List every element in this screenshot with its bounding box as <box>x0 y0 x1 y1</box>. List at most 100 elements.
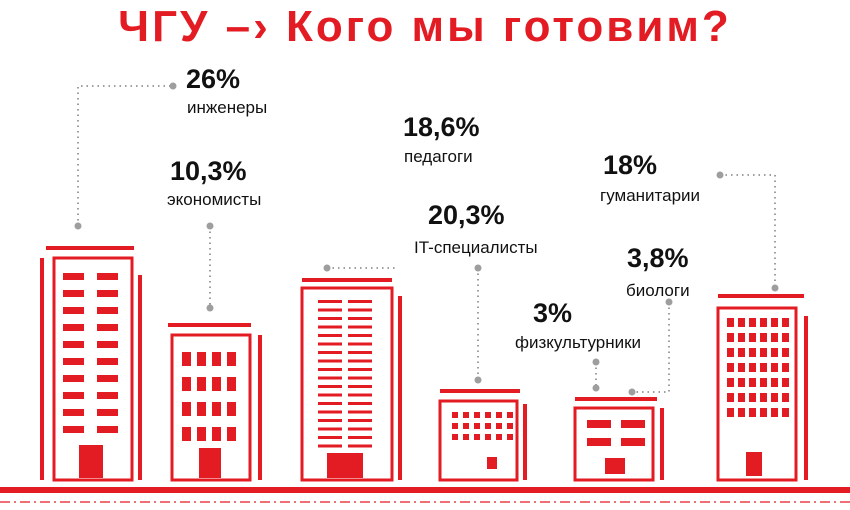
window <box>348 351 372 354</box>
window <box>63 392 84 399</box>
window <box>782 333 789 342</box>
window <box>97 341 118 348</box>
window <box>318 376 342 380</box>
window <box>474 423 480 429</box>
window <box>738 393 745 402</box>
window <box>348 444 372 448</box>
window <box>227 427 236 441</box>
window <box>318 351 342 354</box>
window <box>771 348 778 357</box>
window <box>771 333 778 342</box>
window <box>212 352 221 366</box>
window <box>727 333 734 342</box>
window <box>782 378 789 387</box>
window <box>318 334 342 337</box>
window <box>212 377 221 391</box>
window <box>227 352 236 366</box>
building-economists <box>168 323 262 482</box>
window <box>182 427 191 441</box>
window <box>485 434 491 440</box>
window <box>197 427 206 441</box>
window <box>507 412 513 418</box>
window <box>738 348 745 357</box>
window <box>348 419 372 422</box>
window <box>452 412 458 418</box>
window <box>97 358 118 365</box>
window <box>348 393 372 397</box>
window <box>348 308 372 312</box>
window <box>771 318 778 327</box>
building-humanities <box>716 294 808 482</box>
window <box>463 434 469 440</box>
window <box>760 348 767 357</box>
window <box>97 290 118 297</box>
window <box>63 341 84 348</box>
window <box>738 318 745 327</box>
window <box>227 402 236 416</box>
window <box>727 408 734 417</box>
connector-engineers <box>77 85 173 226</box>
window <box>348 427 372 431</box>
window <box>738 333 745 342</box>
building-engineers <box>40 246 142 482</box>
window <box>318 436 342 439</box>
window <box>496 423 502 429</box>
window <box>749 408 756 417</box>
building-teachers <box>300 278 402 482</box>
window <box>318 300 342 303</box>
window <box>63 426 84 433</box>
window <box>318 368 342 371</box>
window <box>782 348 789 357</box>
window <box>348 410 372 414</box>
window <box>318 402 342 405</box>
window <box>782 393 789 402</box>
window <box>97 307 118 314</box>
window <box>727 363 734 372</box>
window <box>760 378 767 387</box>
window <box>63 409 84 416</box>
window <box>348 325 372 329</box>
percent-it: 20,3% <box>428 200 505 230</box>
window <box>348 376 372 380</box>
percent-humanities: 18% <box>603 150 658 180</box>
window <box>348 342 372 346</box>
window <box>348 359 372 363</box>
building-it <box>438 389 527 482</box>
window <box>727 348 734 357</box>
window <box>97 324 118 331</box>
window <box>760 408 767 417</box>
window <box>182 377 191 391</box>
connector-dots <box>74 82 779 396</box>
window <box>507 434 513 440</box>
window <box>318 427 342 431</box>
connector-humanities <box>720 174 776 288</box>
window <box>348 334 372 337</box>
label-biologists: биологи <box>626 281 690 300</box>
window <box>348 402 372 405</box>
window <box>318 317 342 320</box>
window <box>182 352 191 366</box>
window <box>318 385 342 388</box>
window <box>318 325 342 329</box>
percent-sport: 3% <box>533 298 573 328</box>
window <box>63 273 84 280</box>
window <box>771 363 778 372</box>
window <box>227 377 236 391</box>
percent-biologists: 3,8% <box>627 243 689 273</box>
window <box>97 426 118 433</box>
window <box>738 378 745 387</box>
window <box>727 318 734 327</box>
window <box>318 393 342 397</box>
window <box>348 368 372 371</box>
window <box>212 427 221 441</box>
window <box>97 392 118 399</box>
window <box>782 363 789 372</box>
window <box>463 423 469 429</box>
window <box>63 358 84 365</box>
window <box>474 434 480 440</box>
window <box>212 402 221 416</box>
window <box>485 423 491 429</box>
window <box>97 375 118 382</box>
window <box>738 408 745 417</box>
